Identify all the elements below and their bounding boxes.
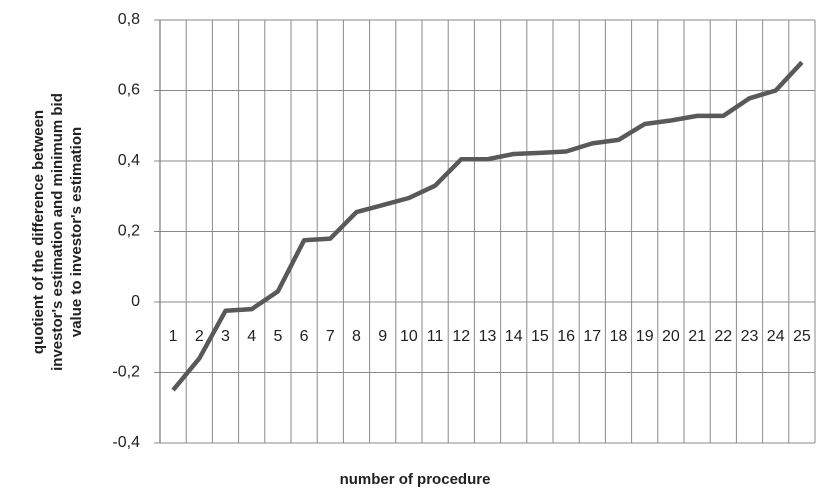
data-line	[171, 60, 804, 392]
x-tick-label: 23	[741, 328, 759, 345]
marks	[171, 60, 804, 392]
x-tick-label: 15	[531, 328, 549, 345]
category-labels: 1 2 3 4 5 6 7 8 9 10 11 12 13 14 15 16 17 18 19 20 21 22 23 24 2…	[169, 328, 811, 345]
x-tick-label: 20	[662, 328, 680, 345]
x-tick-label: 7	[326, 328, 335, 345]
x-tick-label: 9	[378, 328, 387, 345]
x-tick-label: 1	[169, 328, 178, 345]
x-axis-label: number of procedure	[340, 471, 491, 488]
x-tick-label: 5	[273, 328, 282, 345]
x-tick-label: 25	[793, 328, 811, 345]
x-tick-label: 16	[557, 328, 575, 345]
x-tick-label: 17	[583, 328, 601, 345]
x-tick-label: 24	[767, 328, 785, 345]
y-tick-label: 0,8	[118, 11, 140, 28]
x-tick-label: 19	[636, 328, 654, 345]
x-tick-label: 12	[452, 328, 470, 345]
y-tick-label: 0,4	[118, 152, 140, 169]
y-axis-label-line: value to investor's estimation	[68, 127, 85, 337]
x-tick-label: 14	[505, 328, 523, 345]
x-tick-label: 4	[247, 328, 256, 345]
x-tick-label: 6	[300, 328, 309, 345]
x-tick-label: 10	[400, 328, 418, 345]
y-axis-label-line: quotient of the difference between	[30, 110, 47, 354]
x-tick-label: 11	[427, 328, 444, 345]
x-tick-label: 13	[479, 328, 497, 345]
x-tick-label: 3	[221, 328, 230, 345]
y-axis-label: quotient of the difference between invest…	[30, 93, 85, 371]
x-tick-label: 8	[352, 328, 361, 345]
y-axis-label-line: investor's estimation and minimum bid	[49, 93, 66, 371]
grid	[160, 19, 816, 444]
y-tick-label: 0,2	[118, 223, 140, 240]
x-tick-label: 21	[688, 328, 706, 345]
y-tick-label: -0,4	[112, 434, 140, 451]
x-tick-label: 22	[714, 328, 732, 345]
y-tick-label: 0,6	[118, 82, 140, 99]
y-tick-label: -0,2	[112, 364, 140, 381]
x-tick-label: 18	[610, 328, 628, 345]
x-tick-label: 2	[195, 328, 204, 345]
y-tick-label: 0	[131, 293, 140, 310]
